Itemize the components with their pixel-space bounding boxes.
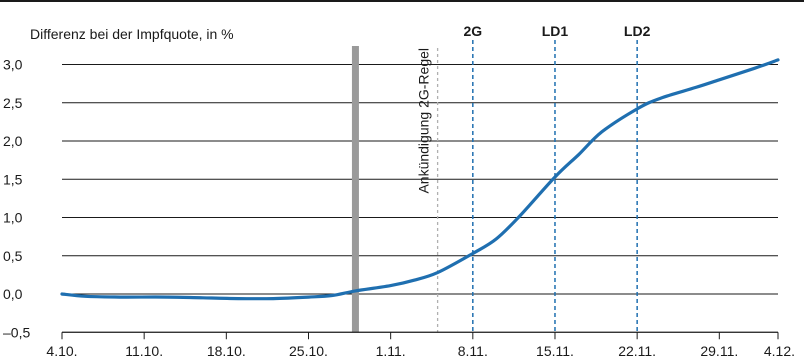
y-tick-label: 1,5 [3,171,23,187]
x-tick-label: 18.10. [207,343,246,359]
top-rule [0,0,804,2]
y-tick-label: 0,0 [3,286,23,302]
y-tick-label: 1,0 [3,210,23,226]
series-line [60,58,780,301]
y-tick-label: 0,5 [3,248,23,264]
x-tick-label: 4.12. [764,343,795,359]
x-tick-label: 25.10. [289,343,328,359]
event-marker-label: Ankündigung 2G-Regel [416,48,432,194]
event-marker-label: LD2 [624,23,651,39]
y-axis-title: Differenz bei der Impfquote, in % [30,26,234,42]
x-tick-label: 1.11. [376,343,406,359]
x-tick-label: 22.11. [618,343,656,359]
x-tick-label: 4.10. [46,343,77,359]
x-tick-label: 15.11. [536,343,574,359]
y-tick-label: 3,0 [3,57,23,73]
y-tick-label: –0,5 [3,324,30,340]
x-tick-label: 11.10. [125,343,163,359]
x-tick-label: 8.11. [458,343,488,359]
x-tick-label: 29.11. [700,343,738,359]
axes: 3,0 2,5 2,0 1,5 1,0 0,5 0,0 –0,5 4.10. 11.10. 18.1… [3,57,795,360]
y-tick-label: 2,5 [3,95,23,111]
gridlines [62,64,778,295]
y-tick-label: 2,0 [3,133,23,149]
event-markers: Ankündigung 2G-Regel 2G LD1 LD2 [351,23,651,333]
event-marker-label: LD1 [542,23,569,39]
series-layer [60,58,780,301]
event-marker-label: 2G [463,23,482,39]
